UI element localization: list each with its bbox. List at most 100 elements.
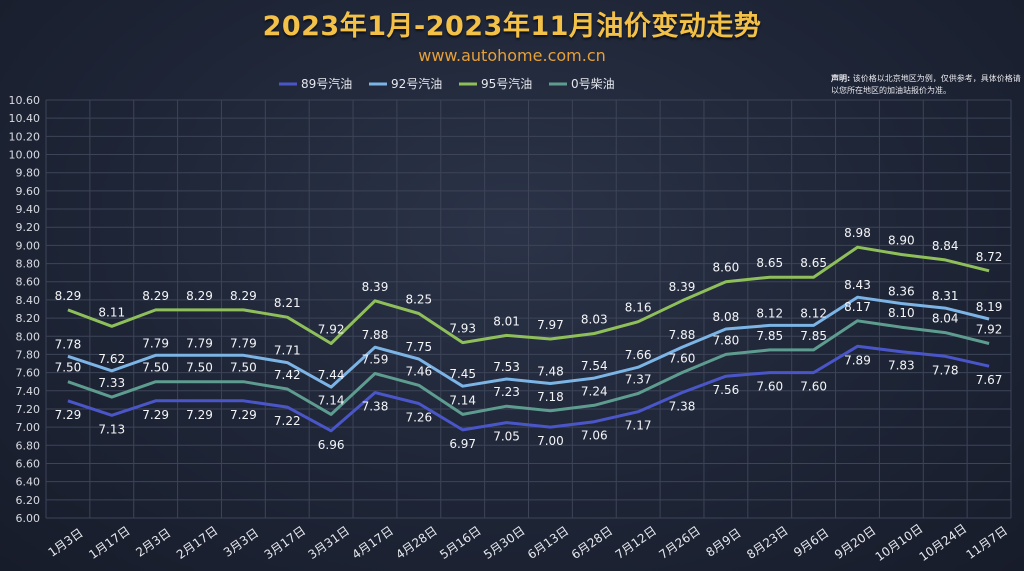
data-label: 7.88: [669, 328, 696, 342]
y-tick-label: 8.60: [16, 276, 41, 289]
data-label: 7.53: [493, 360, 520, 374]
data-label: 8.25: [405, 293, 432, 307]
data-label: 8.98: [844, 226, 871, 240]
data-label: 7.50: [230, 361, 257, 375]
data-label: 7.78: [55, 337, 82, 351]
data-label: 7.67: [976, 373, 1003, 387]
x-tick-label: 3月3日: [221, 526, 261, 560]
data-label: 8.04: [932, 312, 959, 326]
data-label: 7.29: [186, 408, 213, 422]
y-tick-label: 8.80: [16, 258, 41, 271]
data-label: 7.14: [318, 393, 345, 407]
data-label: 7.22: [274, 414, 301, 428]
data-label: 8.65: [800, 256, 827, 270]
y-tick-label: 10.60: [9, 94, 41, 107]
data-label: 7.38: [362, 400, 389, 414]
x-tick-label: 3月31日: [306, 524, 352, 562]
data-label: 8.29: [142, 289, 169, 303]
data-label: 7.88: [362, 328, 389, 342]
data-label: 8.31: [932, 289, 959, 303]
data-label: 8.39: [669, 280, 696, 294]
series-line-3: [67, 319, 990, 416]
data-label: 7.75: [405, 340, 432, 354]
x-tick-label: 9月20日: [832, 524, 878, 562]
data-label: 8.21: [274, 296, 301, 310]
data-label: 7.92: [318, 323, 345, 337]
data-label: 7.42: [274, 368, 301, 382]
data-label: 8.72: [976, 250, 1003, 264]
data-label: 7.80: [713, 333, 740, 347]
data-label: 7.60: [669, 352, 696, 366]
data-label: 8.39: [362, 280, 389, 294]
data-label: 7.71: [274, 344, 301, 358]
y-tick-label: 9.80: [16, 167, 41, 180]
data-label: 7.14: [449, 393, 476, 407]
data-label: 7.33: [98, 376, 125, 390]
y-tick-label: 10.20: [9, 130, 41, 143]
x-tick-label: 5月16日: [437, 524, 483, 562]
data-label: 8.29: [55, 289, 82, 303]
data-label: 7.79: [142, 336, 169, 350]
data-label: 7.93: [449, 322, 476, 336]
x-tick-label: 1月17日: [86, 524, 132, 562]
data-label: 8.03: [581, 313, 608, 327]
data-label: 8.29: [230, 289, 257, 303]
disclaimer-label: 声明:: [831, 74, 851, 83]
legend-label: 92号汽油: [391, 76, 442, 91]
data-label: 7.05: [493, 430, 520, 444]
data-label: 7.06: [581, 429, 608, 443]
data-label: 8.19: [976, 300, 1003, 314]
data-label: 7.46: [405, 364, 432, 378]
y-tick-label: 7.80: [16, 348, 41, 361]
series-line-2: [67, 245, 990, 345]
data-label: 6.97: [449, 437, 476, 451]
data-label: 7.29: [142, 408, 169, 422]
y-tick-label: 7.60: [16, 367, 41, 380]
data-label: 8.90: [888, 233, 915, 247]
x-axis: 1月3日 1月17日 2月3日 2月17日 3月3日 3月17日3月31日4月17日4月2…: [46, 521, 1010, 564]
data-label: 7.23: [493, 385, 520, 399]
x-tick-label: 1月3日: [46, 526, 86, 560]
data-label: 8.16: [625, 301, 652, 315]
x-tick-label: 3月17日: [262, 524, 308, 562]
data-label: 8.17: [844, 300, 871, 314]
x-tick-label: 8月9日: [703, 526, 743, 560]
data-label: 7.45: [449, 367, 476, 381]
data-label: 7.26: [405, 411, 432, 425]
data-label: 7.44: [318, 368, 345, 382]
x-tick-label: 2月3日: [133, 526, 173, 560]
data-label: 7.89: [844, 353, 871, 367]
legend-label: 0号柴油: [571, 77, 615, 91]
data-label: 6.96: [318, 438, 345, 452]
website-url: www.autohome.com.cn: [418, 46, 606, 65]
x-tick-label: 4月17日: [349, 524, 395, 562]
data-label: 8.12: [800, 306, 827, 320]
y-tick-label: 9.40: [16, 203, 41, 216]
series-lines: [67, 245, 990, 433]
data-label: 7.85: [756, 329, 783, 343]
gridlines: [45, 99, 1012, 519]
y-tick-label: 6.80: [16, 439, 41, 452]
data-label: 8.08: [713, 310, 740, 324]
x-tick-label: 8月23日: [744, 524, 790, 562]
data-label: 7.56: [713, 383, 740, 397]
data-label: 8.36: [888, 285, 915, 299]
data-label: 8.43: [844, 278, 871, 292]
data-label: 7.38: [669, 400, 696, 414]
y-tick-label: 7.40: [16, 385, 41, 398]
data-label: 7.60: [756, 380, 783, 394]
y-axis: 6.00 6.20 6.40 6.60 6.80 7.00 7.20 7.40 7.60 7.80…: [9, 94, 41, 525]
data-label: 7.83: [888, 359, 915, 373]
data-label: 7.60: [800, 380, 827, 394]
data-label: 7.85: [800, 329, 827, 343]
y-tick-label: 8.00: [16, 330, 41, 343]
x-tick-label: 4月28日: [393, 524, 439, 562]
data-label: 7.48: [537, 365, 564, 379]
data-label: 8.12: [756, 306, 783, 320]
y-tick-label: 8.20: [16, 312, 41, 325]
x-tick-label: 11月7日: [964, 524, 1010, 562]
data-label: 7.24: [581, 384, 608, 398]
x-tick-label: 10月10日: [873, 521, 926, 564]
data-label: 8.10: [888, 306, 915, 320]
